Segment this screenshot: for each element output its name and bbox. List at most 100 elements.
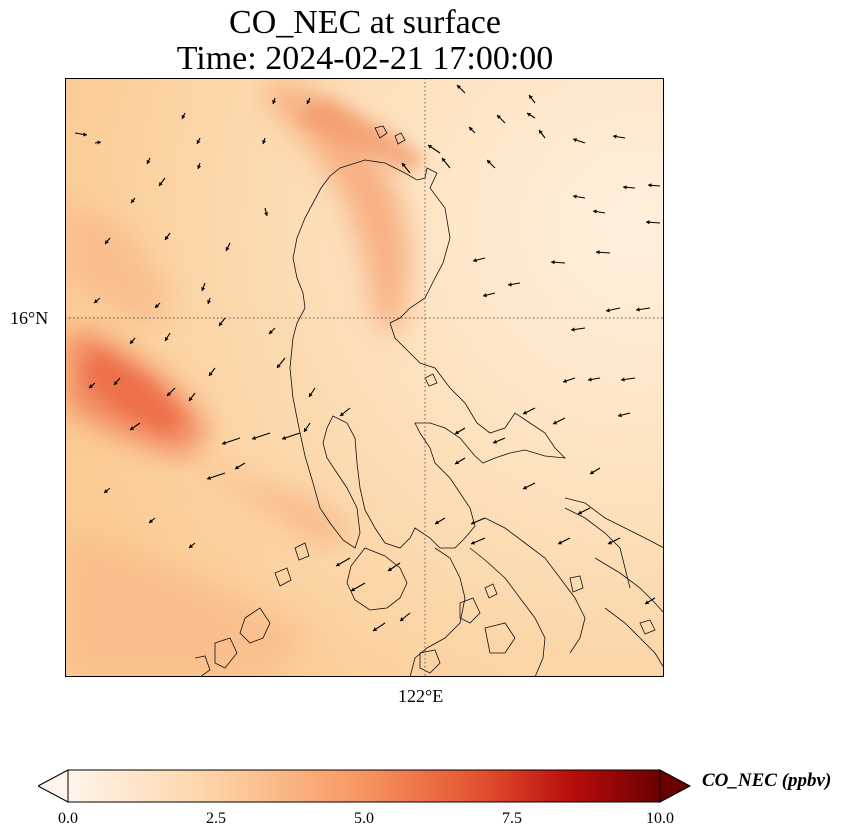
concentration-field [65,78,664,677]
wind-arrowhead [487,160,491,164]
wind-arrowhead [523,485,528,490]
wind-arrowhead [493,439,498,444]
wind-arrowhead [209,371,213,376]
wind-arrowhead [282,435,286,440]
wind-arrowhead [262,140,267,144]
wind-arrowhead [471,540,476,545]
wind-arrowhead [159,181,163,186]
wind-arrowhead [590,470,595,474]
wind-arrowhead [529,95,533,100]
map-plot-area [65,78,664,677]
colorbar-ramp [67,769,661,803]
wind-arrowhead [400,617,405,621]
wind-arrowhead [613,134,617,139]
map-frame [65,78,664,677]
wind-arrowhead [306,99,311,104]
wind-arrowhead [455,460,460,464]
coastlines [194,125,664,677]
wind-arrowhead [483,293,487,298]
colorbar [38,769,692,803]
wind-arrowhead [558,540,563,545]
wind-arrowhead [272,100,277,104]
wind-arrowhead [539,130,543,135]
wind-arrowhead [165,336,169,341]
longitude-tick-label: 122°E [398,686,444,706]
colorbar-label: CO_NEC (ppbv) [702,770,832,791]
colorbar-tick-2: 5.0 [354,810,374,827]
colorbar-tick-4: 10.0 [646,810,674,827]
wind-arrowhead [277,363,281,368]
wind-arrowhead [83,132,87,137]
wind-arrowhead [442,158,446,163]
wind-arrowhead [402,163,406,168]
wind-arrowhead [309,392,313,397]
colorbar-tick-1: 2.5 [206,810,226,827]
wind-arrowhead [553,420,558,425]
wind-arrowhead [89,384,94,388]
wind-arrowhead [130,426,135,430]
wind-arrowhead [181,114,186,119]
wind-arrowhead [97,140,101,145]
wind-arrowhead [207,475,211,480]
wind-arrowhead [201,286,206,291]
wind-arrowhead [340,412,345,416]
wind-arrowhead [167,392,171,396]
wind-arrowhead [155,304,159,308]
colorbar-tick-3: 7.5 [502,810,522,827]
wind-arrowhead [269,330,273,334]
wind-arrowhead [621,377,625,382]
wind-arrowhead [351,587,356,592]
wind-arrowhead [189,396,193,401]
wind-arrowhead [573,138,577,143]
wind-arrowhead [219,321,223,326]
colorbar-max-extend [659,769,692,803]
wind-arrowhead [648,183,652,188]
wind-arrowhead [235,465,240,469]
wind-arrowhead [189,544,194,548]
wind-arrowhead [578,510,583,515]
wind-arrowhead [105,239,109,244]
wind-arrowhead [618,413,622,418]
wind-arrowhead [497,115,501,119]
map-title-line2: Time: 2024-02-21 17:00:00 [176,40,554,77]
wind-arrowhead [596,250,600,255]
colorbar-min-extend [38,769,69,803]
latitude-tick-label: 16°N [10,308,49,328]
wind-arrowhead [469,127,473,131]
wind-arrowhead [551,260,555,265]
wind-arrowhead [428,145,433,149]
wind-arrowhead [623,185,627,190]
wind-arrowhead [373,627,378,631]
wind-arrowhead [471,520,476,525]
wind-arrowhead [114,380,118,385]
wind-arrowhead [523,410,528,415]
wind-arrowhead [645,600,650,604]
wind-arrowhead [455,430,460,434]
wind-arrowhead [571,327,575,332]
wind-arrowhead [252,435,256,440]
wind-arrowhead [225,246,230,251]
wind-arrowhead [207,300,212,304]
map-title-line1: CO_NEC at surface [229,4,501,41]
wind-arrowhead [608,540,613,545]
wind-arrowhead [197,165,202,169]
wind-arrowhead [646,220,650,225]
wind-arrowhead [606,308,610,313]
wind-arrowhead [573,194,577,199]
wind-arrowhead [149,519,154,523]
wind-arrowhead [196,139,201,144]
wind-arrowhead [264,212,269,216]
wind-arrowhead [588,377,592,382]
wind-arrowhead [435,520,440,524]
wind-arrowhead [131,198,135,203]
wind-arrowhead [388,567,393,571]
wind-arrowhead [508,282,512,287]
wind-arrowhead [336,562,341,567]
wind-arrowhead [304,427,308,432]
wind-arrowhead [563,378,567,383]
wind-arrowhead [473,258,477,263]
wind-arrowhead [222,440,226,445]
wind-arrowhead [636,307,640,312]
colorbar-tick-0: 0.0 [58,810,78,827]
wind-arrowhead [457,85,461,89]
